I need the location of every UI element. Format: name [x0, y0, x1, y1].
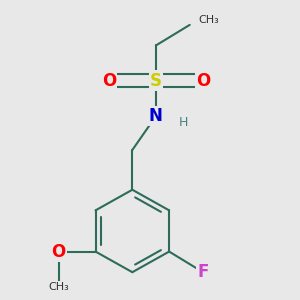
Text: F: F — [197, 263, 209, 281]
Text: O: O — [196, 72, 210, 90]
Text: O: O — [102, 72, 116, 90]
Text: H: H — [179, 116, 188, 128]
Text: O: O — [52, 243, 66, 261]
Text: CH₃: CH₃ — [199, 15, 219, 26]
Text: S: S — [150, 72, 162, 90]
Text: CH₃: CH₃ — [48, 282, 69, 292]
Text: N: N — [149, 107, 163, 125]
